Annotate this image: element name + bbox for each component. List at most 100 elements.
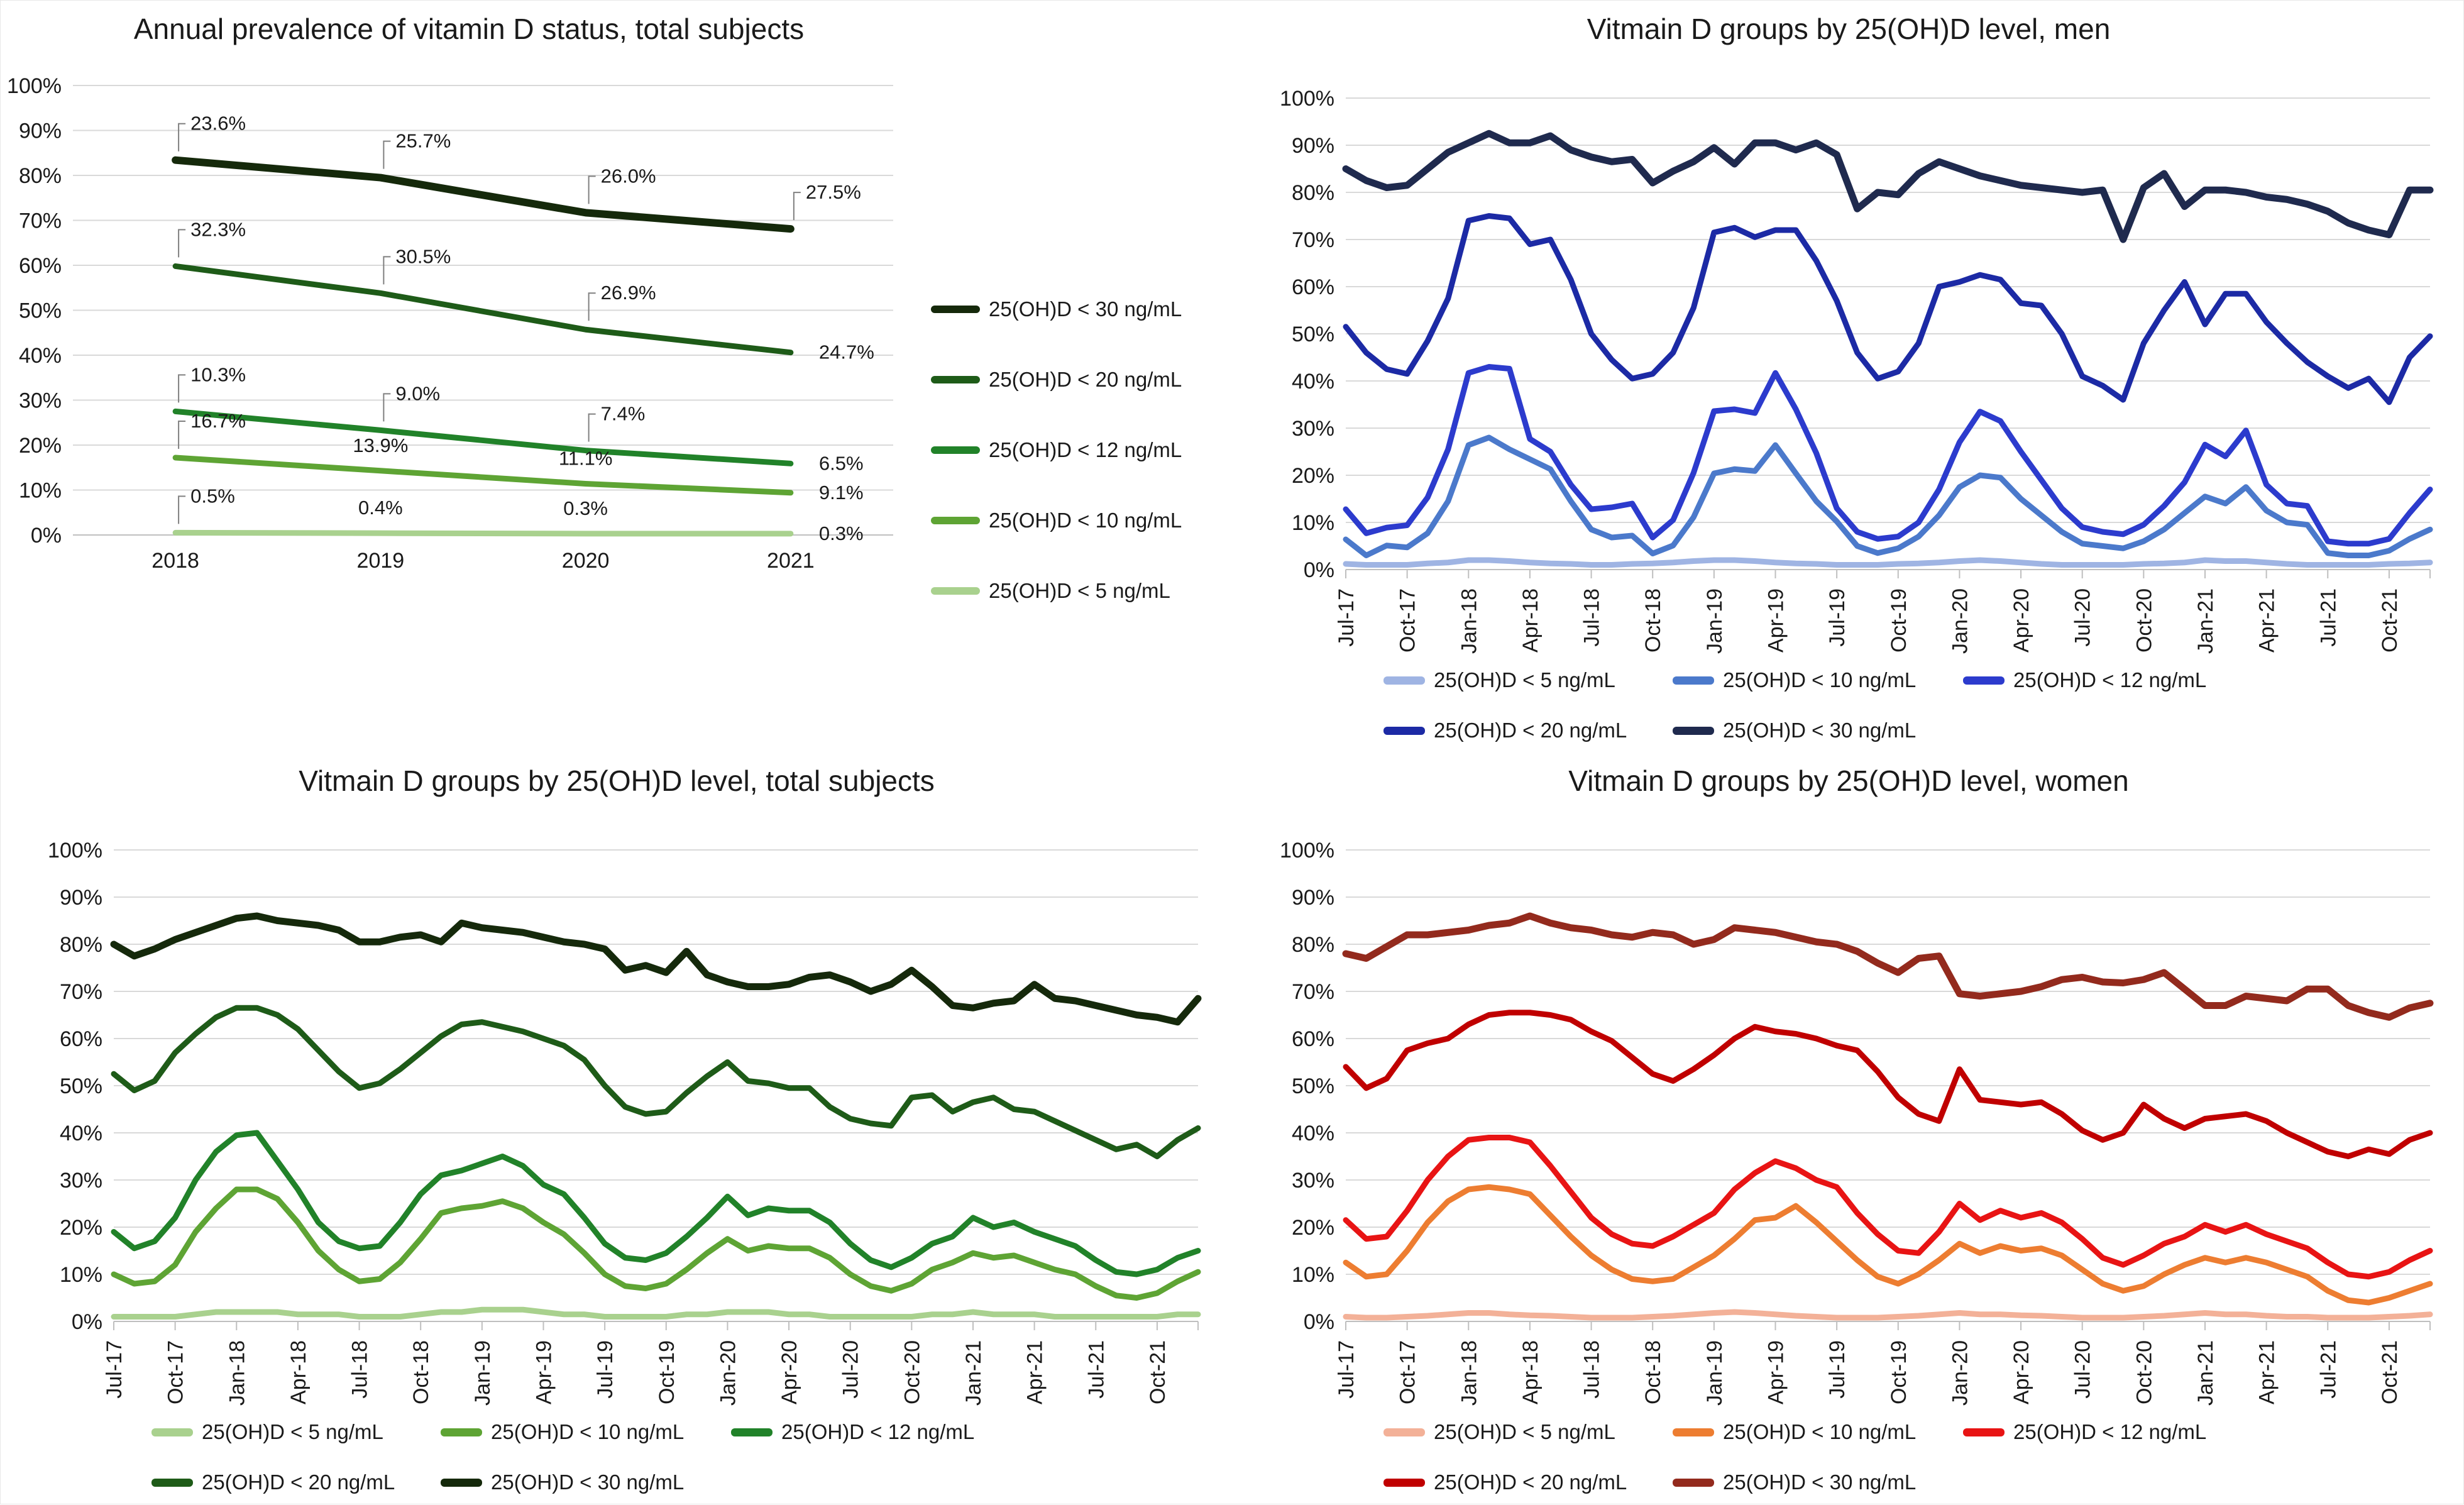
svg-text:Jan-21: Jan-21 — [2194, 1340, 2218, 1406]
svg-text:80%: 80% — [1292, 181, 1334, 205]
svg-text:Oct-17: Oct-17 — [164, 1340, 188, 1404]
chart-canvas: 0% 10% 20% 30% 40% 50% 60% 70% 80% 90% 100% Jul-17 O… — [1280, 839, 2434, 1406]
svg-text:60%: 60% — [1292, 275, 1334, 299]
svg-text:Apr-18: Apr-18 — [287, 1340, 311, 1404]
legend-label: 25(OH)D < 30 ng/mL — [491, 1470, 685, 1494]
svg-text:Jan-21: Jan-21 — [2194, 588, 2218, 654]
legend-swatch — [931, 376, 980, 383]
legend-swatch — [931, 446, 980, 454]
legend-item: 25(OH)D < 20 ng/mL — [1383, 1470, 1627, 1494]
svg-text:40%: 40% — [1292, 370, 1334, 394]
series-2520 — [111, 1005, 1201, 1159]
svg-text:Jul-20: Jul-20 — [2071, 588, 2095, 647]
legend-label: 25(OH)D < 20 ng/mL — [1434, 1470, 1627, 1494]
svg-text:Jul-21: Jul-21 — [2316, 588, 2340, 647]
svg-text:60%: 60% — [1292, 1027, 1334, 1051]
series-2512 — [111, 1130, 1201, 1277]
svg-text:Jul-20: Jul-20 — [839, 1340, 863, 1399]
svg-text:2018: 2018 — [151, 549, 199, 573]
legend-label: 25(OH)D < 10 ng/mL — [1723, 1420, 1917, 1443]
panel-monthly-women: Vitmain D groups by 25(OH)D level, women… — [1233, 752, 2464, 1505]
axes: 0% 10% 20% 30% 40% 50% 60% 70% 80% 90% 100% 2018 201… — [7, 74, 893, 573]
svg-text:90%: 90% — [1292, 886, 1334, 910]
svg-text:Jul-18: Jul-18 — [348, 1340, 372, 1399]
legend-row: 25(OH)D < 5 ng/mL 25(OH)D < 10 ng/mL 25(OH… — [1233, 1408, 2464, 1458]
svg-text:Apr-21: Apr-21 — [1023, 1340, 1047, 1404]
svg-text:Oct-20: Oct-20 — [2132, 588, 2156, 653]
svg-text:20%: 20% — [60, 1216, 102, 1240]
svg-text:Jan-20: Jan-20 — [1948, 1340, 1972, 1406]
svg-text:2020: 2020 — [562, 549, 610, 573]
svg-text:20%: 20% — [1292, 464, 1334, 488]
svg-text:16.7%: 16.7% — [190, 410, 246, 432]
svg-text:30%: 30% — [60, 1169, 102, 1193]
svg-text:Apr-21: Apr-21 — [2255, 588, 2279, 653]
svg-text:Jul-20: Jul-20 — [2071, 1340, 2095, 1399]
svg-text:100%: 100% — [7, 74, 62, 98]
svg-text:Jan-21: Jan-21 — [962, 1340, 986, 1406]
series-255: 0.5% 0.4% 0.3% 0.3% — [172, 485, 864, 544]
legend-label: 25(OH)D < 12 ng/mL — [2013, 668, 2207, 692]
svg-text:Jul-19: Jul-19 — [593, 1340, 617, 1399]
legend-row: 25(OH)D < 5 ng/mL 25(OH)D < 10 ng/mL 25(OH… — [1, 1408, 1233, 1458]
svg-text:Apr-19: Apr-19 — [1764, 1340, 1788, 1404]
legend-item: 25(OH)D < 12 ng/mL — [1963, 668, 2206, 692]
legend-item: 25(OH)D < 10 ng/mL — [1673, 668, 1916, 692]
svg-text:0.3%: 0.3% — [819, 522, 864, 544]
legend-label: 25(OH)D < 5 ng/mL — [1434, 1420, 1615, 1443]
chart-title: Vitmain D groups by 25(OH)D level, men — [1587, 13, 2111, 45]
svg-text:100%: 100% — [1280, 87, 1334, 111]
svg-text:Jan-18: Jan-18 — [1457, 1340, 1481, 1406]
svg-text:Oct-20: Oct-20 — [900, 1340, 924, 1404]
legend-label: 25(OH)D < 10 ng/mL — [491, 1420, 685, 1443]
svg-text:50%: 50% — [19, 299, 62, 323]
svg-text:Oct-20: Oct-20 — [2132, 1340, 2156, 1404]
series-2510: 16.7% 13.9% 11.1% 9.1% — [172, 410, 864, 504]
legend-label: 25(OH)D < 10 ng/mL — [989, 509, 1182, 532]
legend-label: 25(OH)D < 5 ng/mL — [989, 579, 1170, 602]
legend-item: 25(OH)D < 20 ng/mL — [151, 1470, 395, 1494]
svg-text:50%: 50% — [1292, 322, 1334, 346]
svg-text:90%: 90% — [60, 886, 102, 910]
legend-label: 25(OH)D < 20 ng/mL — [1434, 719, 1627, 742]
svg-text:0%: 0% — [1304, 1310, 1334, 1334]
svg-text:Jan-18: Jan-18 — [1457, 588, 1481, 654]
legend-row: 25(OH)D < 20 ng/mL 25(OH)D < 30 ng/mL — [1233, 1458, 2464, 1505]
svg-text:0%: 0% — [72, 1310, 102, 1334]
svg-text:Jul-17: Jul-17 — [1334, 1340, 1358, 1399]
legend-label: 25(OH)D < 30 ng/mL — [1723, 719, 1917, 742]
legend-swatch — [1673, 1428, 1714, 1436]
legend-item: 25(OH)D < 12 ng/mL — [931, 438, 1231, 462]
svg-text:40%: 40% — [1292, 1122, 1334, 1145]
legend-item: 25(OH)D < 30 ng/mL — [931, 297, 1231, 321]
svg-text:30%: 30% — [19, 389, 62, 413]
svg-text:Apr-18: Apr-18 — [1519, 1340, 1543, 1404]
axes: 0% 10% 20% 30% 40% 50% 60% 70% 80% 90% 100% Jul-17 O… — [1280, 839, 2431, 1406]
svg-text:30%: 30% — [1292, 417, 1334, 441]
svg-text:50%: 50% — [1292, 1074, 1334, 1098]
legend-swatch — [1963, 1428, 2005, 1436]
legend-swatch — [931, 587, 980, 595]
svg-text:Jul-21: Jul-21 — [2316, 1340, 2340, 1399]
series-2520 — [1343, 213, 2433, 405]
svg-text:Jul-21: Jul-21 — [1084, 1340, 1108, 1399]
legend-swatch — [1673, 1478, 1714, 1487]
legend-swatch — [931, 517, 980, 524]
svg-text:70%: 70% — [60, 980, 102, 1004]
svg-text:60%: 60% — [60, 1027, 102, 1051]
legend-label: 25(OH)D < 12 ng/mL — [989, 438, 1182, 461]
svg-text:Oct-21: Oct-21 — [2378, 1340, 2402, 1404]
legend-label: 25(OH)D < 12 ng/mL — [2013, 1420, 2207, 1443]
svg-text:9.1%: 9.1% — [819, 482, 864, 504]
svg-text:Oct-18: Oct-18 — [1641, 1340, 1665, 1404]
legend-label: 25(OH)D < 30 ng/mL — [1723, 1470, 1917, 1494]
chart-title: Annual prevalence of vitamin D status, t… — [133, 13, 805, 45]
svg-text:0.5%: 0.5% — [190, 485, 235, 507]
legend: 25(OH)D < 30 ng/mL 25(OH)D < 20 ng/mL 25(O… — [931, 274, 1231, 626]
svg-text:26.9%: 26.9% — [601, 282, 656, 304]
legend-swatch — [151, 1428, 193, 1436]
legend-item: 25(OH)D < 20 ng/mL — [1383, 719, 1627, 742]
svg-text:100%: 100% — [48, 839, 102, 863]
legend-item: 25(OH)D < 12 ng/mL — [1963, 1420, 2206, 1444]
legend-swatch — [731, 1428, 773, 1436]
